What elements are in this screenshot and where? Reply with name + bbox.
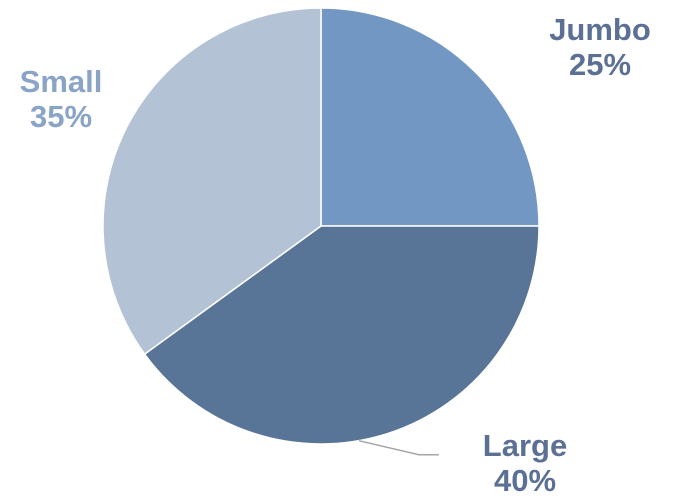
leader-line-large: [358, 439, 439, 456]
pie-slice-small: [102, 7, 322, 356]
slice-label-large-name: Large: [482, 428, 568, 463]
slice-label-jumbo-name: Jumbo: [549, 12, 651, 47]
slice-label-large: Large 40%: [455, 428, 595, 498]
slice-label-small-value: 35%: [29, 99, 93, 134]
slice-label-jumbo-value: 25%: [568, 47, 632, 82]
slice-label-jumbo: Jumbo 25%: [530, 12, 670, 82]
slice-label-small: Small 35%: [0, 64, 122, 134]
pie-slice-large: [143, 225, 540, 445]
slice-label-small-name: Small: [19, 64, 103, 99]
pie-slice-jumbo: [320, 7, 540, 227]
slice-label-large-value: 40%: [493, 463, 557, 498]
